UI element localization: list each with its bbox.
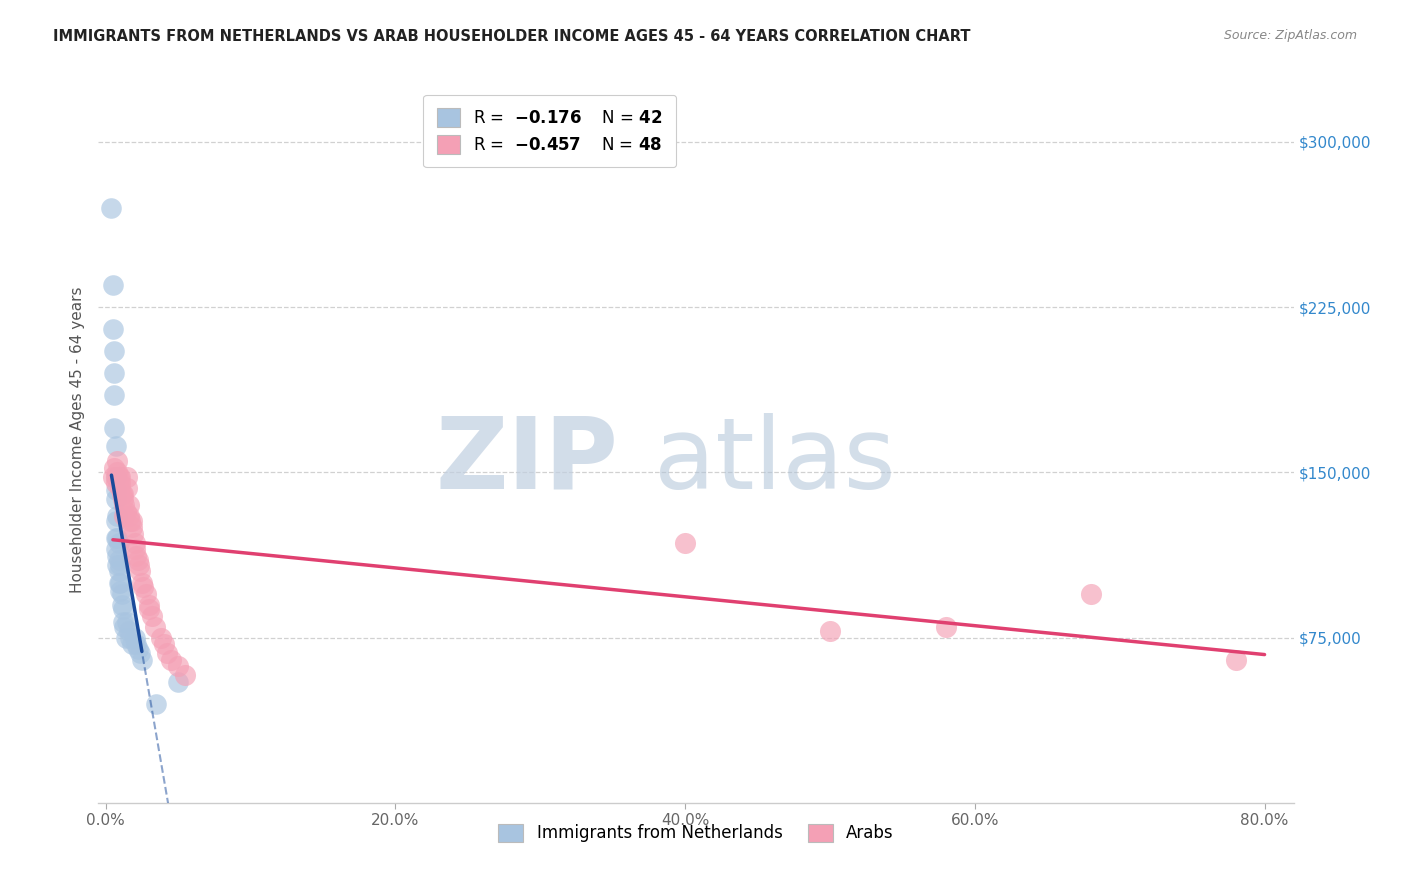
Point [108,584,131,599]
Point [673,536,696,550]
Y-axis label: Householder Income Ages 45 - 64 years: Householder Income Ages 45 - 64 years [69,286,84,592]
Point [104,542,127,557]
Point [101,469,124,483]
Point [103,461,125,475]
Point [118,624,141,638]
Point [104,469,127,483]
Point [143,619,166,633]
Point [105,454,128,468]
Point [104,483,127,497]
Point [110,487,132,501]
Point [121,637,143,651]
Point [112,487,135,501]
Point [108,476,131,491]
Point [145,697,167,711]
Point [107,553,129,567]
Point [132,580,155,594]
Point [107,469,129,483]
Point [105,558,128,572]
Point [115,505,138,519]
Point [104,469,127,483]
Point [108,558,131,572]
Point [107,575,129,590]
Point [117,469,139,483]
Point [818,624,841,638]
Point [120,631,142,645]
Point [131,652,153,666]
Point [104,439,127,453]
Point [100,201,122,215]
Point [152,637,174,651]
Point [121,520,143,534]
Legend: Immigrants from Netherlands, Arabs: Immigrants from Netherlands, Arabs [492,817,900,849]
Point [155,646,177,660]
Point [1225,652,1247,666]
Point [104,491,127,506]
Point [121,514,143,528]
Point [117,481,139,495]
Point [167,674,190,689]
Text: IMMIGRANTS FROM NETHERLANDS VS ARAB HOUSEHOLDER INCOME AGES 45 - 64 YEARS CORREL: IMMIGRANTS FROM NETHERLANDS VS ARAB HOUS… [53,29,972,44]
Point [101,278,124,293]
Point [114,509,136,524]
Point [141,608,163,623]
Point [118,509,141,524]
Point [108,469,131,483]
Point [112,491,135,506]
Point [103,344,125,359]
Point [103,366,125,380]
Point [108,575,131,590]
Point [138,598,160,612]
Point [104,476,127,491]
Point [160,652,183,666]
Point [105,509,128,524]
Point [125,549,148,563]
Point [112,602,135,616]
Point [128,558,150,572]
Text: ZIP: ZIP [436,413,619,509]
Point [105,466,128,480]
Point [122,527,145,541]
Point [114,619,136,633]
Point [125,637,148,651]
Text: atlas: atlas [654,413,896,509]
Point [120,514,142,528]
Point [935,619,957,633]
Point [124,542,146,557]
Point [104,532,127,546]
Point [138,602,160,616]
Point [127,641,149,656]
Point [105,532,128,546]
Point [114,499,136,513]
Point [101,322,124,336]
Point [110,598,132,612]
Point [107,536,129,550]
Text: Source: ZipAtlas.com: Source: ZipAtlas.com [1223,29,1357,42]
Point [124,631,146,645]
Point [118,499,141,513]
Point [112,615,135,629]
Point [103,421,125,435]
Point [131,575,153,590]
Point [117,615,139,629]
Point [115,631,138,645]
Point [107,565,129,579]
Point [174,668,197,682]
Point [149,631,172,645]
Point [103,388,125,402]
Point [127,553,149,567]
Point [124,536,146,550]
Point [110,586,132,600]
Point [129,646,152,660]
Point [1080,586,1102,600]
Point [129,565,152,579]
Point [135,586,157,600]
Point [105,549,128,563]
Point [108,481,131,495]
Point [167,659,190,673]
Point [104,514,127,528]
